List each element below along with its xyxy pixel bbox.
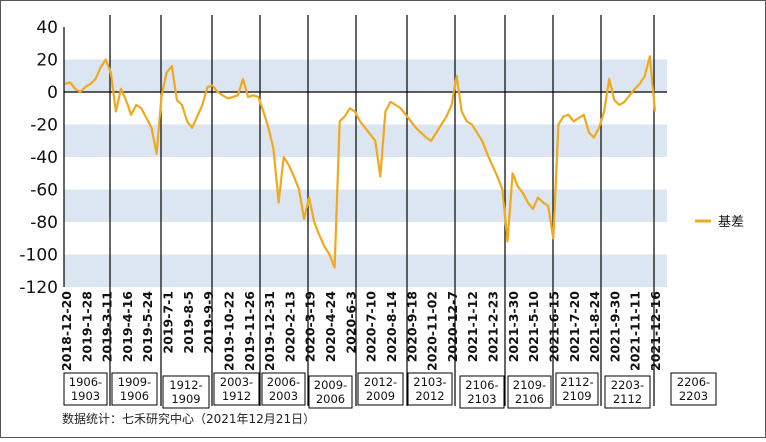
grid-band [64, 189, 667, 222]
contract-box [308, 375, 353, 409]
x-tick-label: 2019-9-9 [201, 291, 216, 354]
contract-label: 2203- [611, 378, 644, 392]
y-tick-label: 20 [36, 51, 58, 71]
contract-label: 2206- [677, 375, 710, 389]
contract-label: 2109 [562, 389, 591, 403]
contract-label: 1906- [69, 375, 102, 389]
y-tick-label: -60 [30, 181, 58, 201]
y-tick-label: -120 [19, 278, 58, 298]
x-tick-label: 2021-5-10 [526, 291, 541, 363]
x-tick-label: 2020-8-14 [384, 291, 399, 363]
x-tick-label: 2021-7-20 [567, 291, 582, 363]
contract-box [459, 375, 505, 409]
contract-label: 2012- [364, 375, 397, 389]
x-tick-label: 2020-3-19 [303, 291, 318, 362]
x-tick-label: 2021-9-30 [607, 291, 622, 363]
source-footnote: 数据统计：七禾研究中心（2021年12月21日） [62, 411, 315, 426]
contract-label: 2112- [560, 375, 593, 389]
contract-label: 2112 [613, 392, 642, 406]
y-tick-label: -100 [19, 246, 58, 266]
contract-label: 1909 [171, 392, 200, 406]
x-tick-label: 2021-2-23 [486, 291, 501, 362]
x-tick-label: 2020-6-3 [343, 291, 358, 354]
x-tick-label: 2021-6-15 [546, 291, 561, 362]
x-tick-label: 2019-5-24 [140, 291, 155, 363]
basis-series-line [64, 55, 657, 269]
x-tick-label: 2021-3-30 [506, 291, 521, 363]
x-tick-label: 2018-12-20 [59, 291, 74, 371]
contract-box [261, 372, 306, 406]
contract-label: 2109- [513, 378, 546, 392]
contract-box [407, 372, 453, 406]
x-tick-label: 2019-10-22 [221, 291, 236, 371]
contract-label: 2009 [366, 389, 395, 403]
contract-label: 2006 [316, 392, 345, 406]
x-tick-label: 2020-2-13 [282, 291, 297, 362]
contract-label: 1903 [71, 389, 100, 403]
x-tick-label: 2019-1-28 [79, 291, 94, 362]
x-tick-label: 2019-4-16 [120, 291, 135, 363]
contract-box [213, 372, 260, 406]
x-tick-label: 2021-12-16 [648, 291, 663, 371]
contract-label: 2009- [314, 378, 347, 392]
x-tick-label: 2019-3-11 [100, 291, 115, 362]
contract-label: 1912 [222, 389, 251, 403]
grid-band [64, 59, 667, 92]
y-tick-label: 0 [47, 83, 58, 103]
x-tick-label: 2020-4-24 [323, 291, 338, 363]
grid-band [64, 254, 667, 287]
contract-box [507, 375, 552, 409]
contract-label: 2106 [515, 392, 544, 406]
x-tick-label: 2019-8-5 [181, 291, 196, 354]
contract-label: 1912- [169, 378, 202, 392]
x-tick-label: 2019-11-26 [242, 291, 257, 371]
contract-label: 1909- [118, 375, 151, 389]
contract-label: 1906 [120, 389, 149, 403]
x-tick-label: 2021-11-11 [628, 291, 643, 371]
y-tick-label: -40 [30, 148, 58, 168]
y-tick-label: -80 [30, 213, 58, 233]
y-tick-label: 40 [36, 18, 58, 38]
x-tick-label: 2020-7-10 [364, 291, 379, 363]
x-tick-label: 2021-1-12 [465, 291, 480, 362]
contract-label: 2003- [220, 375, 253, 389]
legend-label: 基差 [718, 215, 744, 230]
y-tick-label: -20 [30, 116, 58, 136]
contract-box [162, 375, 210, 409]
contract-box [604, 375, 651, 409]
contract-label: 2012 [415, 389, 444, 403]
contract-label: 2003 [269, 389, 298, 403]
contract-box [63, 372, 108, 406]
x-tick-label: 2020-11-02 [425, 291, 440, 371]
contract-box [357, 372, 404, 406]
contract-box [555, 372, 599, 406]
contract-label: 2103- [413, 375, 446, 389]
x-tick-label: 2020-9-18 [404, 291, 419, 362]
x-tick-label: 2019-7-1 [161, 291, 176, 354]
x-tick-label: 2019-12-31 [262, 291, 277, 371]
x-tick-label: 2020-12-7 [445, 291, 460, 362]
contract-label: 2106- [465, 378, 498, 392]
contract-box [111, 372, 158, 406]
contract-label: 2006- [267, 375, 300, 389]
contract-label: 2103 [467, 392, 496, 406]
x-tick-label: 2021-8-24 [587, 291, 602, 363]
contract-label: 2203 [679, 389, 708, 403]
contract-box [670, 372, 717, 406]
